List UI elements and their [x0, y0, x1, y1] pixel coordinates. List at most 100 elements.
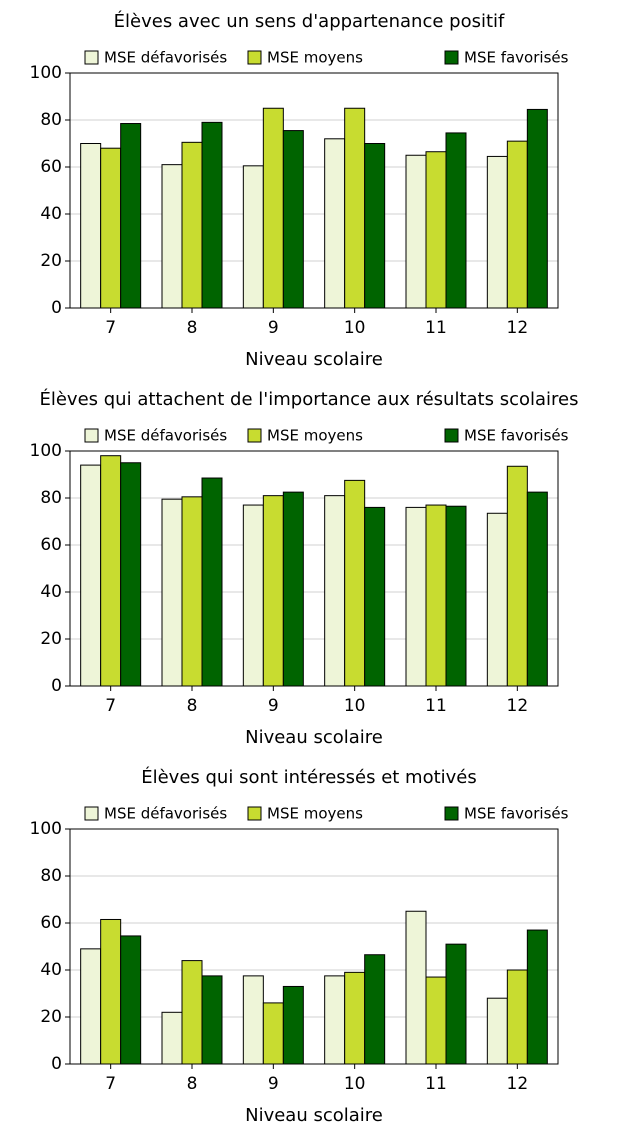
- bar: [80, 143, 102, 309]
- legend-swatch: [84, 806, 99, 821]
- y-tick-label: 80: [40, 488, 62, 508]
- bar: [506, 969, 528, 1065]
- bar: [486, 512, 508, 687]
- y-tick-label: 20: [40, 1007, 62, 1027]
- chart-title: Élèves avec un sens d'appartenance posit…: [114, 10, 505, 32]
- y-tick-label: 40: [40, 582, 62, 602]
- plot-frame: [69, 828, 559, 1065]
- x-tick-label: 8: [187, 696, 198, 716]
- legend-swatch: [444, 428, 459, 443]
- bar: [324, 975, 346, 1065]
- legend-label: MSE moyens: [267, 427, 363, 445]
- bar: [262, 107, 284, 309]
- x-tick-label: 12: [507, 1074, 529, 1094]
- legend-swatch: [247, 428, 262, 443]
- x-tick-label: 9: [268, 696, 279, 716]
- bar: [445, 132, 467, 309]
- x-tick-label: 12: [507, 696, 529, 716]
- bar: [425, 151, 447, 309]
- bar: [242, 165, 264, 309]
- bar: [80, 948, 102, 1065]
- y-tick-label: 20: [40, 629, 62, 649]
- x-tick-label: 8: [187, 1074, 198, 1094]
- bar: [344, 479, 366, 687]
- x-axis-title: Niveau scolaire: [245, 727, 383, 748]
- x-tick-label: 10: [344, 1074, 366, 1094]
- y-tick-label: 100: [30, 819, 62, 839]
- bar: [181, 141, 203, 309]
- x-axis-title: Niveau scolaire: [245, 349, 383, 370]
- x-tick-label: 11: [425, 318, 447, 338]
- legend-swatch: [247, 50, 262, 65]
- legend-label: MSE favorisés: [464, 49, 569, 67]
- bar: [161, 498, 183, 687]
- legend-label: MSE moyens: [267, 49, 363, 67]
- plot-frame: [69, 72, 559, 309]
- bar: [486, 155, 508, 309]
- x-tick-label: 8: [187, 318, 198, 338]
- x-tick-label: 11: [425, 1074, 447, 1094]
- bar: [425, 976, 447, 1065]
- bar: [262, 495, 284, 687]
- bar: [324, 138, 346, 309]
- bar: [161, 164, 183, 309]
- legend-label: MSE favorisés: [464, 805, 569, 823]
- bar: [120, 123, 142, 309]
- y-tick-label: 0: [51, 298, 62, 318]
- chart-title: Élèves qui attachent de l'importance aux…: [39, 388, 578, 410]
- y-tick-label: 100: [30, 441, 62, 461]
- bar: [100, 455, 122, 687]
- bar: [80, 464, 102, 687]
- x-tick-label: 10: [344, 696, 366, 716]
- legend-label: MSE défavorisés: [104, 805, 227, 823]
- bar: [120, 935, 142, 1065]
- bar: [242, 975, 264, 1065]
- bar: [506, 465, 528, 687]
- bar: [344, 971, 366, 1065]
- bar: [344, 107, 366, 309]
- bar: [445, 943, 467, 1065]
- y-tick-label: 100: [30, 63, 62, 83]
- x-tick-label: 7: [105, 696, 116, 716]
- y-tick-label: 60: [40, 157, 62, 177]
- y-tick-label: 60: [40, 535, 62, 555]
- bar: [242, 504, 264, 687]
- bar: [201, 975, 223, 1065]
- x-tick-label: 12: [507, 318, 529, 338]
- legend-label: MSE favorisés: [464, 427, 569, 445]
- bar: [181, 960, 203, 1065]
- bar: [201, 477, 223, 687]
- x-tick-label: 10: [344, 318, 366, 338]
- plot-frame: [69, 450, 559, 687]
- y-tick-label: 0: [51, 676, 62, 696]
- bar: [282, 985, 304, 1065]
- bar: [161, 1011, 183, 1065]
- y-tick-label: 80: [40, 866, 62, 886]
- y-tick-label: 60: [40, 913, 62, 933]
- bar: [100, 918, 122, 1065]
- x-tick-label: 11: [425, 696, 447, 716]
- bar: [364, 506, 386, 687]
- bar: [364, 143, 386, 309]
- bar: [262, 1002, 284, 1065]
- legend-swatch: [247, 806, 262, 821]
- bar: [445, 505, 467, 687]
- bar: [364, 954, 386, 1065]
- x-tick-label: 7: [105, 318, 116, 338]
- y-tick-label: 20: [40, 251, 62, 271]
- chart-title: Élèves qui sont intéressés et motivés: [141, 766, 477, 788]
- bar: [405, 506, 427, 687]
- bar: [282, 130, 304, 309]
- bar: [282, 491, 304, 687]
- bar: [526, 929, 548, 1065]
- bar: [181, 496, 203, 687]
- y-tick-label: 0: [51, 1054, 62, 1074]
- y-tick-label: 80: [40, 110, 62, 130]
- bar: [405, 154, 427, 309]
- x-tick-label: 9: [268, 1074, 279, 1094]
- bar: [486, 997, 508, 1065]
- bar: [526, 108, 548, 309]
- x-tick-label: 7: [105, 1074, 116, 1094]
- x-tick-label: 9: [268, 318, 279, 338]
